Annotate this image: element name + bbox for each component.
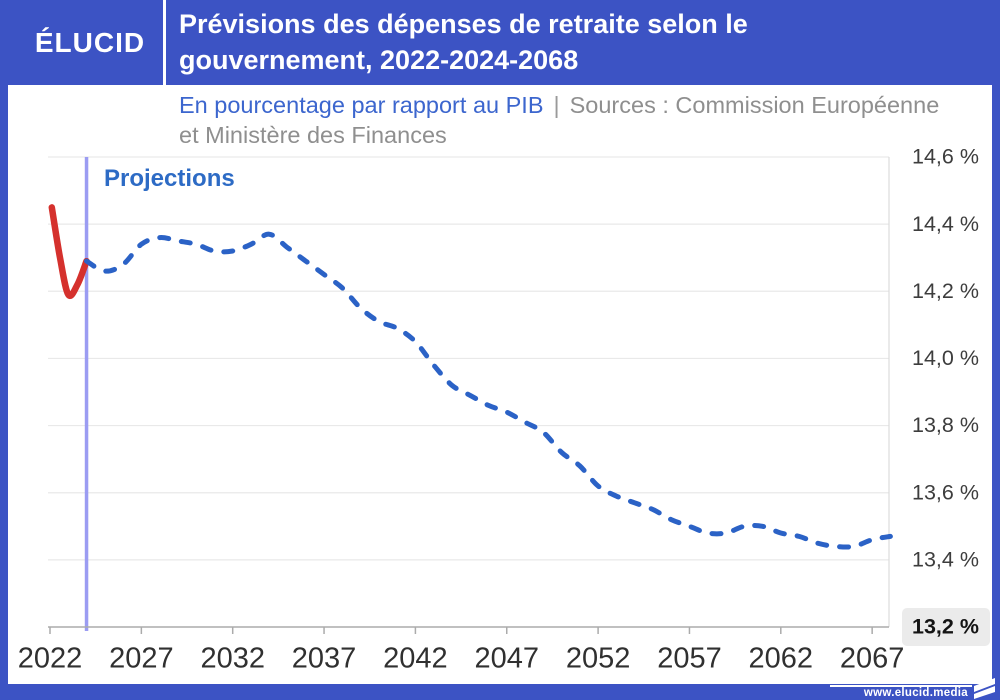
y-tick-highlight-13,2 % xyxy=(902,608,990,646)
footer-rule xyxy=(830,685,972,687)
y-tick-label-14,4 %: 14,4 % xyxy=(912,212,979,236)
x-tick-label-2042: 2042 xyxy=(383,643,448,675)
subtitle-sources-line1: Sources : Commission Européenne xyxy=(569,92,940,118)
header-bar: ÉLUCID Prévisions des dépenses de retrai… xyxy=(0,0,1000,85)
footer-bar: www.elucid.media xyxy=(0,678,1000,700)
x-tick-label-2052: 2052 xyxy=(566,643,631,675)
frame-border-right xyxy=(992,0,1000,700)
footer-url: www.elucid.media xyxy=(863,687,968,699)
y-tick-label-14,0 %: 14,0 % xyxy=(912,346,979,370)
y-tick-label-13,6 %: 13,6 % xyxy=(912,480,979,504)
page-title: Prévisions des dépenses de retraite selo… xyxy=(179,6,748,78)
y-tick-label-13,4 %: 13,4 % xyxy=(912,548,979,572)
y-tick-label-13,8 %: 13,8 % xyxy=(912,413,979,437)
brand-logo: ÉLUCID xyxy=(34,27,146,58)
frame-border-left xyxy=(0,0,8,700)
x-tick-label-2062: 2062 xyxy=(749,643,814,675)
x-tick-label-2047: 2047 xyxy=(474,643,539,675)
subtitle-separator: | xyxy=(553,92,560,118)
elucid-flag-icon xyxy=(974,678,995,699)
x-tick-label-2022: 2022 xyxy=(18,643,83,675)
x-tick-label-2057: 2057 xyxy=(657,643,722,675)
series-line-projection xyxy=(84,231,893,550)
projections-annotation: Projections xyxy=(104,165,235,192)
x-tick-label-2032: 2032 xyxy=(200,643,265,675)
header-divider xyxy=(163,0,166,85)
x-tick-label-2037: 2037 xyxy=(292,643,357,675)
chart-subtitle: En pourcentage par rapport au PIB | Source… xyxy=(179,90,939,150)
y-tick-label-14,6 %: 14,6 % xyxy=(912,145,979,169)
y-tick-label-14,2 %: 14,2 % xyxy=(912,279,979,303)
page-title-line1: Prévisions des dépenses de retraite selo… xyxy=(179,9,748,39)
x-tick-label-2067: 2067 xyxy=(840,643,905,675)
page-title-line2: gouvernement, 2022-2024-2068 xyxy=(179,45,579,75)
y-tick-label-13,2 %: 13,2 % xyxy=(912,615,979,639)
subtitle-metric: En pourcentage par rapport au PIB xyxy=(179,92,544,118)
subtitle-line1: En pourcentage par rapport au PIB | Source… xyxy=(179,90,939,120)
subtitle-sources-line2: et Ministère des Finances xyxy=(179,122,447,148)
series-line-observed xyxy=(48,204,90,299)
x-tick-label-2027: 2027 xyxy=(109,643,174,675)
